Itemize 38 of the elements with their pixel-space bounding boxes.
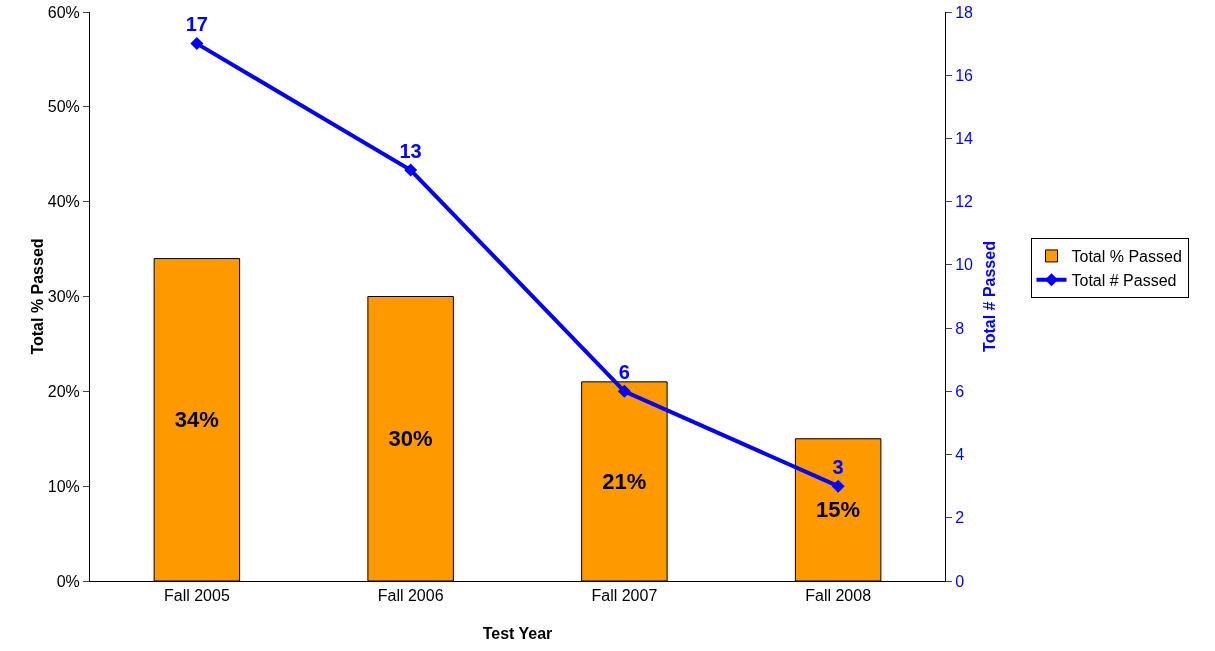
x-tick-label: Fall 2007 xyxy=(591,587,658,605)
legend-label: Total % Passed xyxy=(1071,248,1182,266)
y2-tick-label: 4 xyxy=(955,446,965,464)
point xyxy=(190,37,204,51)
legend-label: Total # Passed xyxy=(1071,271,1177,289)
y2-tick-label: 8 xyxy=(955,319,965,337)
y2-tick-label: 12 xyxy=(955,193,974,211)
y-tick-label: 50% xyxy=(47,98,80,116)
point xyxy=(831,479,845,493)
x-tick-label: Fall 2006 xyxy=(377,587,444,605)
y2-axis-title: Total # Passed xyxy=(981,241,998,352)
point xyxy=(404,163,418,177)
y-tick-label: 60% xyxy=(47,3,80,21)
x-axis-title: Test Year xyxy=(482,625,553,642)
x-tick-label: Fall 2008 xyxy=(805,587,872,605)
y-tick-label: 0% xyxy=(56,572,80,590)
data-label: 30% xyxy=(388,426,433,452)
data-label: 17 xyxy=(185,13,208,36)
y-tick-label: 40% xyxy=(47,193,80,211)
y-axis-title: Total % Passed xyxy=(28,238,46,355)
y-tick-label: 10% xyxy=(47,477,80,495)
y2-tick-label: 16 xyxy=(955,66,974,84)
y2-tick-label: 10 xyxy=(955,256,974,274)
y-tick-label: 30% xyxy=(47,288,80,306)
data-label: 15% xyxy=(816,497,861,523)
y-tick-label: 20% xyxy=(47,382,80,400)
y2-tick-label: 6 xyxy=(955,382,965,400)
y2-tick-label: 0 xyxy=(955,572,965,590)
data-label: 13 xyxy=(399,139,422,162)
data-label: 21% xyxy=(602,468,647,494)
x-tick-label: Fall 2005 xyxy=(163,587,230,605)
data-label: 3 xyxy=(832,455,844,478)
y2-tick-label: 14 xyxy=(955,130,974,148)
data-label: 34% xyxy=(174,407,219,433)
y2-tick-label: 18 xyxy=(955,3,974,21)
data-label: 6 xyxy=(618,361,630,384)
point xyxy=(617,384,631,398)
y2-tick-label: 2 xyxy=(955,509,965,527)
